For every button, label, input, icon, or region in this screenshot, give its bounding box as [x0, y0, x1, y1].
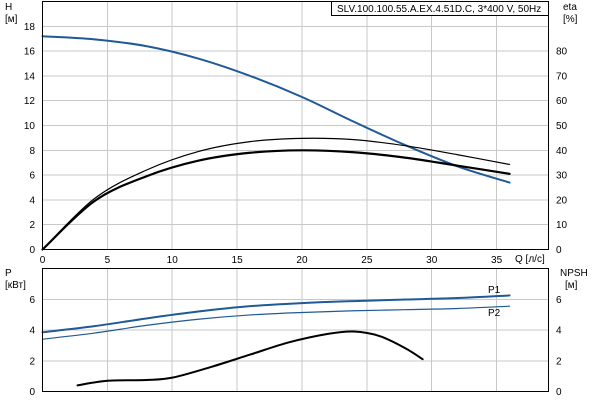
p1-series-label: P1 [488, 285, 501, 296]
bottom-right-tick-labels: 0 2 4 6 [556, 295, 562, 398]
top-left-tick-labels: 0 2 4 6 8 10 12 14 16 18 [24, 22, 36, 256]
top-x-tick-label: 15 [232, 255, 244, 266]
top-right-tick-labels: 0 10 20 30 40 50 60 70 80 [556, 47, 568, 256]
bottom-series-group [41, 294, 511, 387]
bottom-left-tick-label: 2 [29, 356, 35, 367]
top-left-tick-label: 10 [24, 121, 36, 132]
top-gridlines [42, 1, 549, 250]
top-left-tick-label: 18 [24, 22, 36, 33]
top-left-tick-label: 16 [24, 47, 36, 58]
bottom-left-axis-unit: [кВт] [5, 280, 26, 291]
top-right-tick-label: 40 [556, 146, 568, 157]
bottom-right-axis-unit: [м] [565, 280, 578, 291]
top-left-tick-label: 2 [29, 220, 35, 231]
top-left-tick-label: 12 [24, 96, 36, 107]
top-plot-frame [42, 1, 549, 250]
head-curve [41, 35, 511, 184]
top-right-tick-label: 0 [556, 245, 562, 256]
top-left-tick-label: 0 [29, 245, 35, 256]
top-x-tick-label: 35 [491, 255, 503, 266]
top-left-axis-unit: [м] [5, 14, 18, 25]
top-series-group [41, 35, 511, 251]
npsh-curve [76, 330, 424, 387]
top-right-tick-label: 80 [556, 47, 568, 58]
top-right-tick-label: 60 [556, 96, 568, 107]
top-left-tick-label: 14 [24, 71, 36, 82]
eta-thick-curve [41, 149, 511, 251]
p2-series-label: P2 [488, 308, 501, 319]
top-right-tick-label: 20 [556, 195, 568, 206]
p2-curve [41, 305, 511, 340]
top-x-tick-label: 30 [426, 255, 438, 266]
bottom-gridlines [42, 268, 549, 392]
bottom-right-tick-label: 0 [556, 387, 562, 398]
top-right-tick-label: 30 [556, 171, 568, 182]
bottom-right-axis-title: NPSH [560, 268, 588, 279]
top-x-tick-label: 25 [361, 255, 373, 266]
top-right-tick-label: 70 [556, 71, 568, 82]
top-x-tick-label: 5 [105, 255, 111, 266]
top-x-tick-label: 10 [167, 255, 179, 266]
top-left-tick-label: 6 [29, 171, 35, 182]
bottom-plot-frame [42, 268, 549, 392]
top-right-axis-title: eta [563, 2, 577, 13]
top-x-tick-labels: 0 5 10 15 20 25 30 35 [40, 255, 503, 266]
top-right-tick-label: 50 [556, 121, 568, 132]
bottom-left-tick-label: 4 [29, 326, 35, 337]
chart-title: SLV.100.100.55.A.EX.4.51D.C, 3*400 V, 50… [337, 4, 541, 15]
top-left-tick-label: 8 [29, 146, 35, 157]
top-right-tick-label: 10 [556, 220, 568, 231]
bottom-left-tick-label: 6 [29, 295, 35, 306]
p1-curve [41, 294, 511, 334]
top-x-tick-label: 20 [296, 255, 308, 266]
bottom-right-tick-label: 4 [556, 326, 562, 337]
bottom-right-tick-label: 6 [556, 295, 562, 306]
top-x-tick-label: 0 [40, 255, 46, 266]
bottom-left-tick-label: 0 [29, 387, 35, 398]
top-x-axis-label: Q [л/с] [515, 254, 545, 265]
top-right-axis-unit: [%] [563, 14, 578, 25]
top-left-axis-title: H [5, 2, 12, 13]
top-left-tick-label: 4 [29, 195, 35, 206]
title-box [331, 1, 549, 16]
eta-thin-curve [41, 137, 511, 251]
bottom-left-axis-title: P [5, 268, 12, 279]
bottom-left-tick-labels: 0 2 4 6 [29, 295, 35, 398]
bottom-right-tick-label: 2 [556, 356, 562, 367]
